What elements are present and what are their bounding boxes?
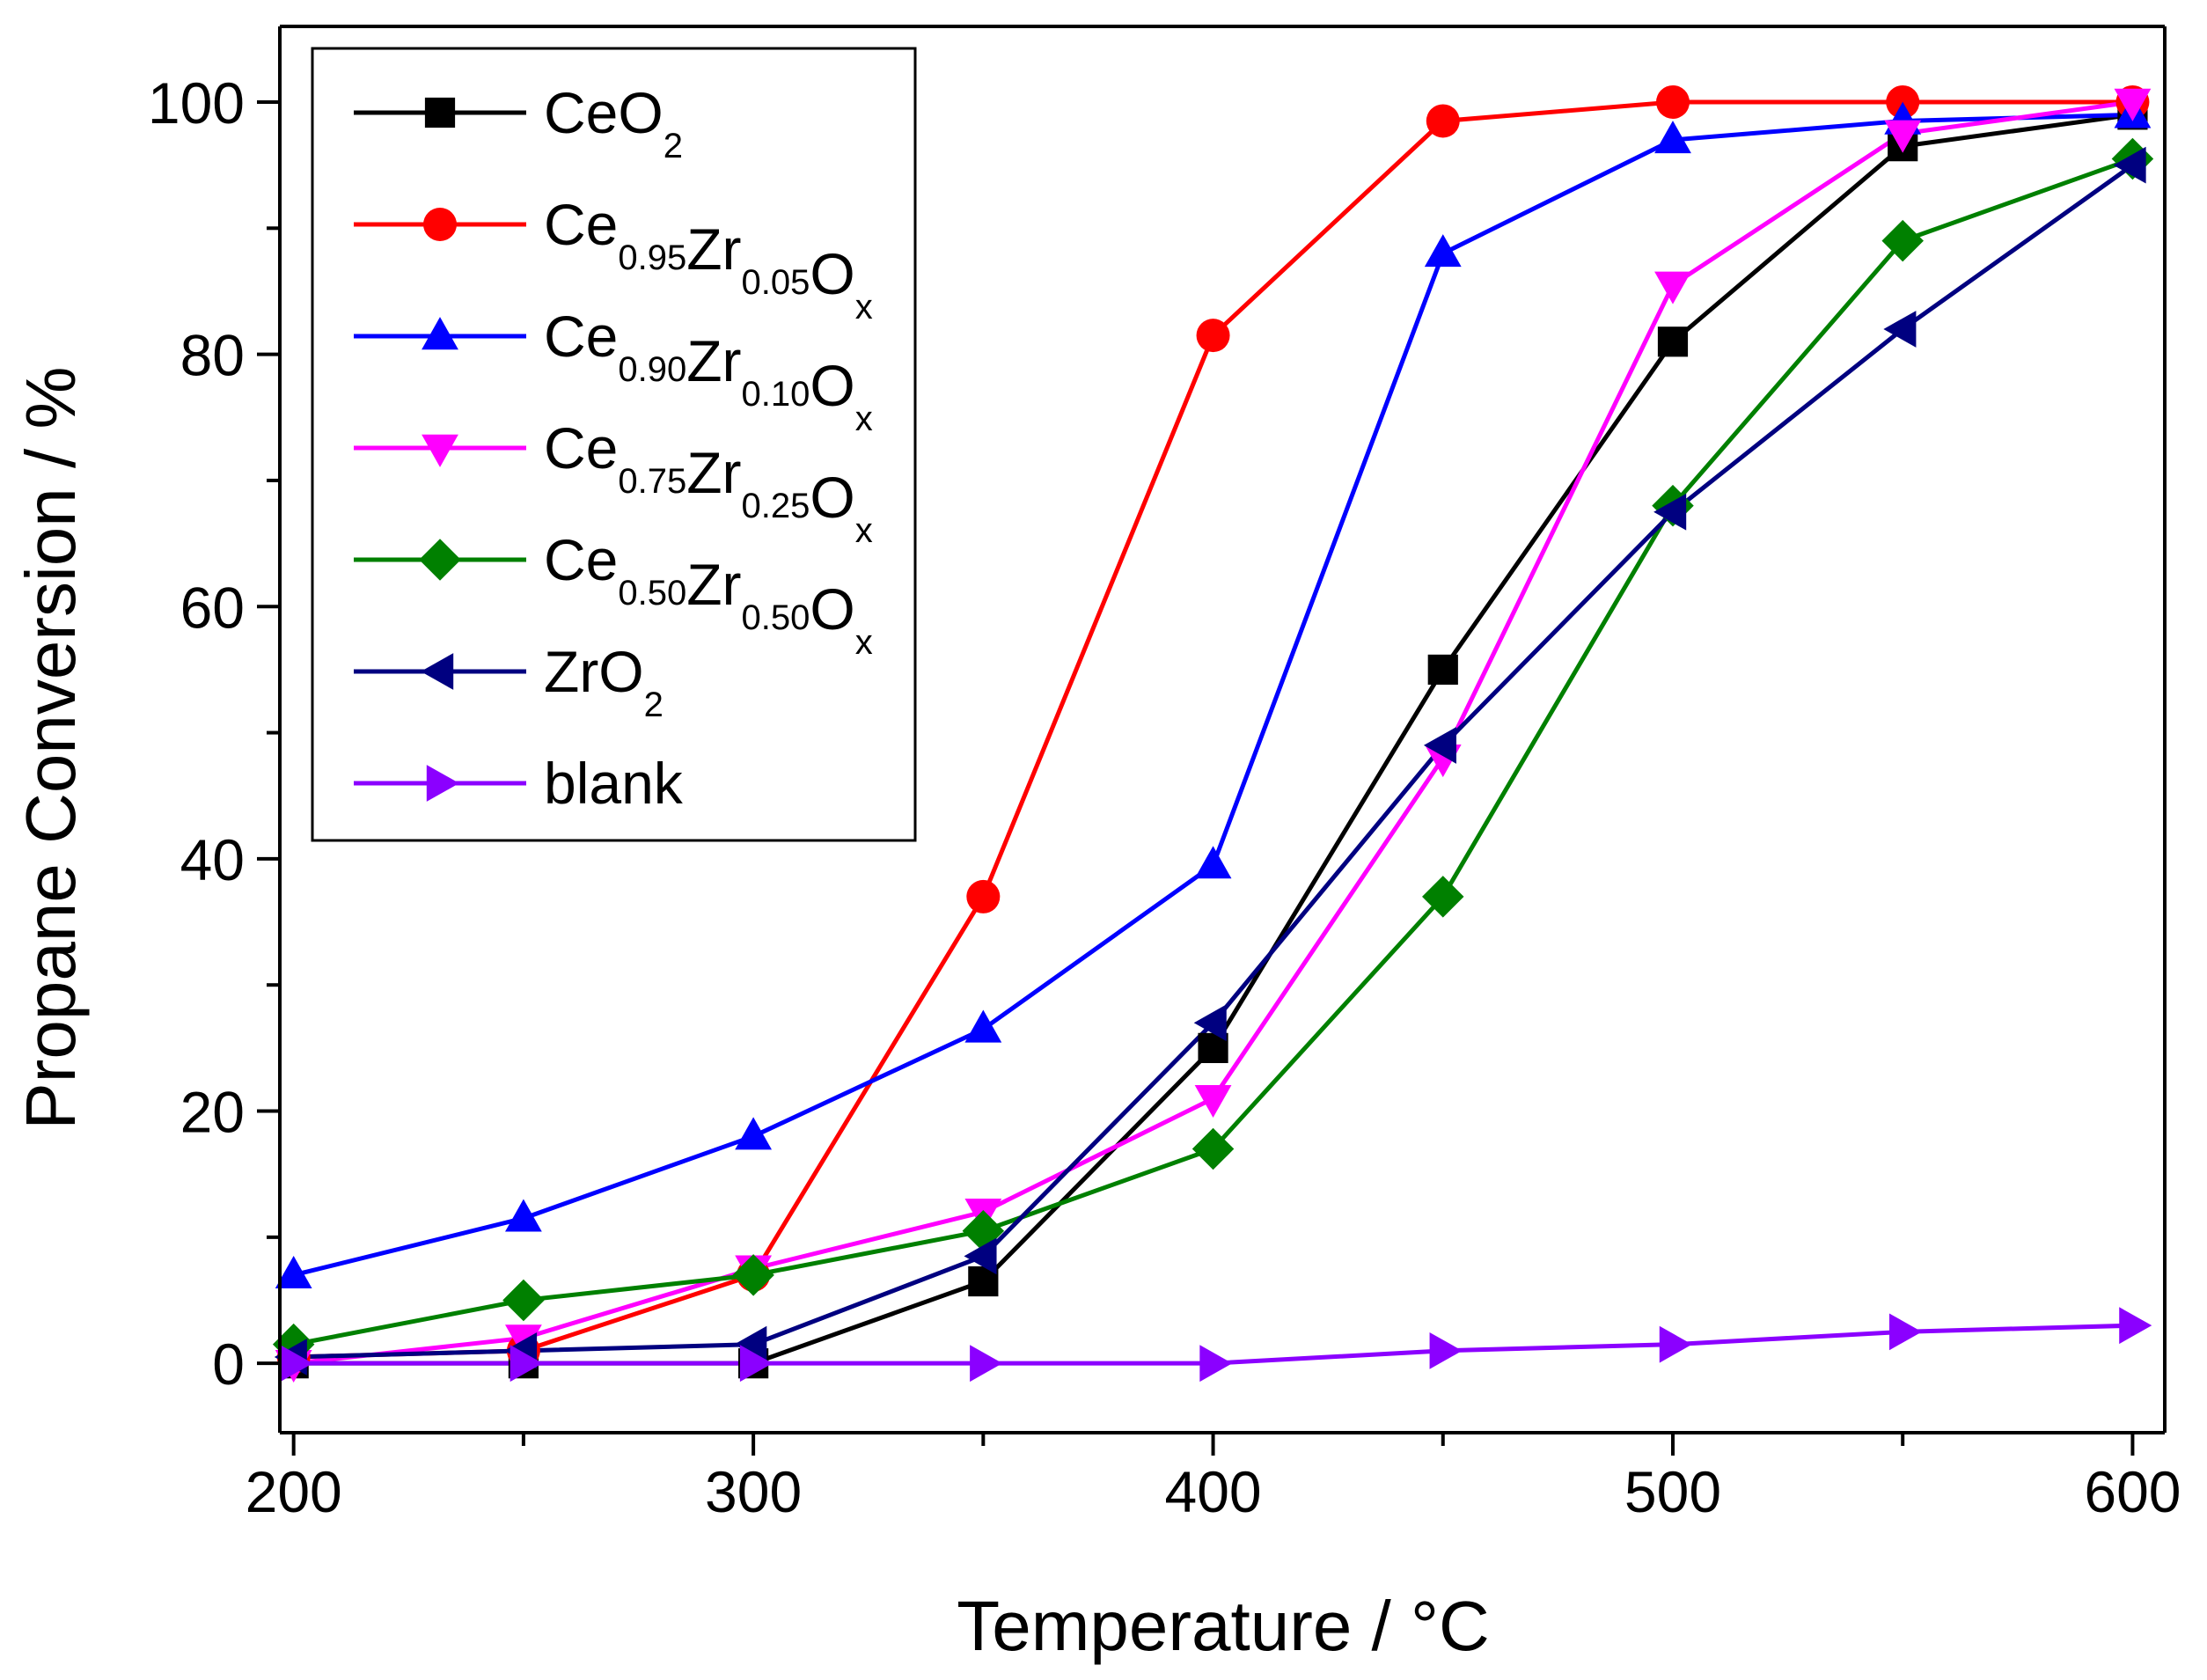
data-point-blank-550 (1889, 1313, 1923, 1351)
y-tick-label: 20 (180, 1080, 245, 1145)
data-point-ce0-50zr0-50ox-250 (502, 1279, 545, 1322)
data-point-ce0-75zr0-25ox-500 (1654, 271, 1691, 304)
x-tick-label: 400 (1164, 1459, 1261, 1524)
x-tick-label: 200 (246, 1459, 342, 1524)
data-point-ce0-50zr0-50ox-450 (1422, 876, 1464, 918)
data-point-ce0-90zr0-10ox-250 (504, 1199, 542, 1232)
data-point-ce0-95zr0-05ox-500 (1655, 84, 1690, 119)
legend-label-ce0-75zr0-25ox: Ce0.75Zr0.25Ox (544, 415, 873, 550)
legend-marker-ce0-95zr0-05ox (423, 208, 457, 241)
legend: CeO2 Ce0.95Zr0.05OxCe0.90Zr0.10OxCe0.75Zr… (311, 47, 917, 842)
data-point-blank-250 (510, 1345, 543, 1383)
data-point-ce0-50zr0-50ox-550 (1881, 219, 1924, 262)
data-point-blank-500 (1659, 1325, 1692, 1363)
legend-marker-zro2 (421, 653, 454, 690)
legend-label-zro2: ZrO2 (544, 639, 664, 724)
data-point-blank-600 (2119, 1307, 2152, 1345)
data-point-ce0-95zr0-05ox-400 (1196, 319, 1230, 353)
legend-label-ce0-50zr0-50ox: Ce0.50Zr0.50Ox (544, 527, 873, 662)
data-point-blank-350 (970, 1345, 1003, 1383)
legend-marker-ceo2 (424, 97, 456, 128)
data-point-ce0-90zr0-10ox-350 (964, 1009, 1002, 1043)
legend-marker-ce0-75zr0-25ox (422, 434, 458, 467)
data-point-ceo2-450 (1427, 654, 1458, 686)
data-point-zro2-600 (2113, 146, 2146, 184)
data-point-zro2-500 (1653, 493, 1687, 531)
legend-box (311, 47, 917, 842)
data-point-ce0-95zr0-05ox-450 (1426, 104, 1460, 138)
y-tick-label: 40 (180, 827, 245, 892)
data-point-zro2-300 (734, 1325, 767, 1363)
x-axis-title: Temperature / °C (957, 1587, 1490, 1665)
legend-marker-blank (426, 765, 459, 802)
legend-label-ce0-95zr0-05ox: Ce0.95Zr0.05Ox (544, 192, 873, 326)
legend-marker-ce0-90zr0-10ox (422, 317, 458, 350)
data-point-blank-400 (1199, 1345, 1233, 1383)
data-point-blank-300 (739, 1345, 773, 1383)
data-point-zro2-550 (1883, 311, 1917, 348)
data-point-zro2-350 (964, 1237, 997, 1275)
data-point-ce0-90zr0-10ox-450 (1424, 234, 1462, 268)
x-tick-label: 600 (2084, 1459, 2181, 1524)
axes: 200 300 400 500 600 0 20 40 60 80 100 (148, 25, 2181, 1524)
data-point-zro2-400 (1193, 1004, 1227, 1042)
y-tick-label: 0 (212, 1332, 245, 1397)
x-tick-label: 500 (1624, 1459, 1721, 1524)
data-point-ce0-90zr0-10ox-200 (275, 1256, 312, 1289)
data-point-blank-200 (280, 1345, 313, 1383)
data-point-ce0-75zr0-25ox-400 (1194, 1085, 1232, 1119)
legend-label-ceo2: CeO2 (544, 80, 683, 165)
data-point-ce0-95zr0-05ox-350 (966, 879, 1001, 913)
legend-label-blank: blank (544, 751, 684, 816)
data-point-ce0-90zr0-10ox-300 (735, 1117, 773, 1150)
y-tick-label: 80 (180, 323, 245, 388)
legend-label-ce0-90zr0-10ox: Ce0.90Zr0.10Ox (544, 304, 873, 438)
data-point-ce0-90zr0-10ox-500 (1654, 121, 1691, 154)
data-point-ce0-50zr0-50ox-300 (732, 1254, 774, 1296)
legend-marker-ce0-50zr0-50ox (419, 539, 461, 581)
data-point-ce0-75zr0-25ox-600 (2114, 88, 2152, 121)
data-point-blank-450 (1429, 1332, 1463, 1369)
y-axis-title: Propane Conversion / % (11, 366, 90, 1129)
y-tick-label: 100 (148, 70, 245, 136)
data-point-ceo2-500 (1657, 326, 1689, 357)
data-point-zro2-450 (1423, 727, 1456, 764)
y-tick-label: 60 (180, 575, 245, 640)
data-point-ce0-50zr0-50ox-400 (1191, 1127, 1235, 1170)
data-point-ce0-90zr0-10ox-400 (1194, 846, 1232, 879)
plot-markers (272, 84, 2154, 1383)
data-point-ce0-75zr0-25ox-550 (1884, 120, 1922, 153)
x-tick-label: 300 (705, 1459, 802, 1524)
